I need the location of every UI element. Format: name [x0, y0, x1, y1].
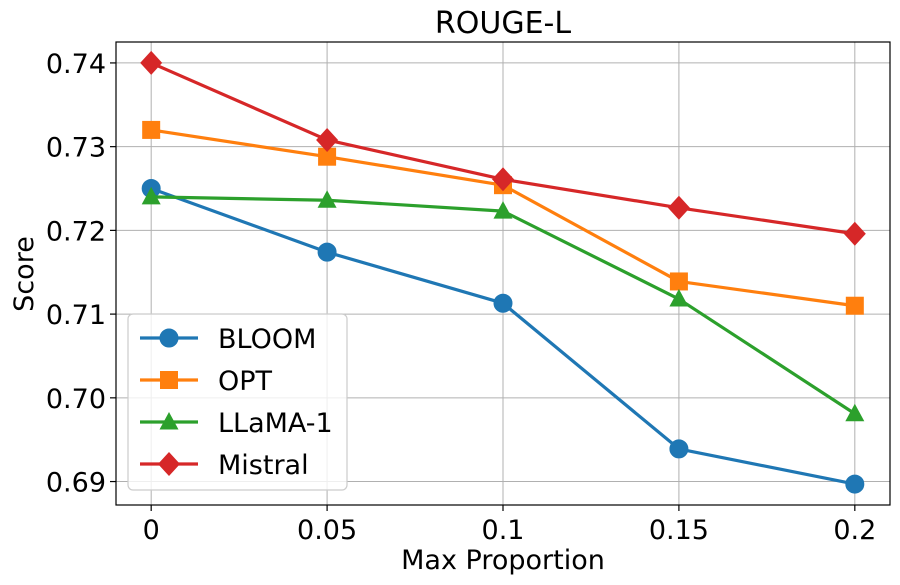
- plot-frame: [115, 41, 891, 506]
- data-point-bloom: [493, 293, 513, 313]
- legend-marker-opt: [160, 371, 178, 389]
- data-point-bloom: [845, 474, 865, 494]
- series-llama-1: [141, 186, 865, 422]
- y-tick-label: 0.71: [46, 300, 106, 331]
- data-point-llama-1: [493, 201, 513, 219]
- y-tick-label: 0.72: [46, 216, 106, 247]
- data-point-mistral: [843, 221, 866, 246]
- chart-title: ROUGE-L: [435, 6, 571, 41]
- x-tick-label: 0.1: [482, 515, 525, 546]
- data-point-opt: [845, 296, 864, 315]
- series-bloom: [141, 179, 865, 494]
- legend: BLOOM OPT LLaMA-1 Mistral: [127, 313, 348, 491]
- x-axis-label: Max Proportion: [401, 545, 605, 576]
- y-tick-label: 0.74: [46, 49, 106, 80]
- y-tick-label: 0.73: [46, 133, 106, 164]
- legend-marker-llama-1: [159, 412, 179, 430]
- y-axis-label: Score: [9, 236, 40, 312]
- data-point-opt: [142, 120, 161, 139]
- series-mistral: [140, 50, 866, 246]
- axis-ticks: 0 0.05 0.1 0.15 0.2 0.69 0.70 0.71 0.72 0.73 0.74: [46, 49, 876, 546]
- x-tick-label: 0: [143, 515, 160, 546]
- data-point-opt: [669, 272, 688, 291]
- legend-label-bloom: BLOOM: [218, 324, 316, 355]
- x-tick-label: 0.05: [297, 515, 357, 546]
- data-point-llama-1: [141, 186, 161, 205]
- x-tick-label: 0.15: [649, 515, 709, 546]
- y-tick-label: 0.70: [46, 384, 106, 415]
- data-point-mistral: [316, 127, 339, 152]
- data-point-mistral: [140, 50, 163, 75]
- data-point-bloom: [669, 439, 689, 459]
- legend-box: [127, 313, 348, 491]
- data-point-opt: [318, 147, 337, 166]
- x-tick-label: 0.2: [833, 515, 876, 546]
- data-point-bloom: [317, 242, 337, 262]
- series-layer: [140, 50, 866, 494]
- legend-label-opt: OPT: [218, 366, 273, 397]
- legend-marker-bloom: [159, 328, 179, 348]
- legend-label-mistral: Mistral: [218, 450, 309, 481]
- data-point-llama-1: [669, 289, 689, 307]
- data-point-mistral: [667, 195, 690, 220]
- data-point-llama-1: [845, 403, 865, 422]
- data-point-llama-1: [317, 190, 337, 208]
- y-tick-label: 0.69: [46, 468, 106, 499]
- legend-label-llama-1: LLaMA-1: [218, 408, 333, 439]
- legend-marker-mistral: [158, 452, 180, 476]
- data-point-mistral: [492, 167, 514, 192]
